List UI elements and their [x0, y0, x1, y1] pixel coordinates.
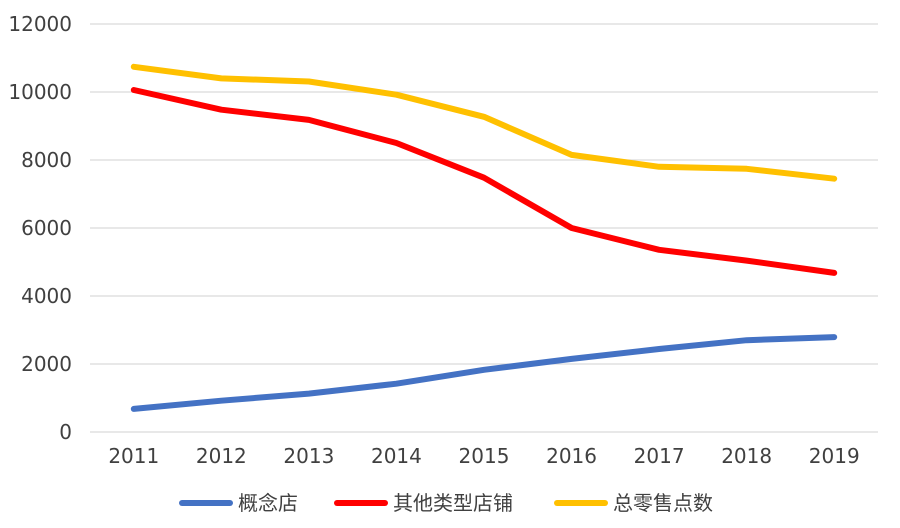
y-tick-label: 0 [59, 420, 72, 444]
x-axis-ticks: 2011 2012 2013 2014 2015 2016 2017 2018 2019 [108, 444, 859, 468]
x-tick-label: 2013 [283, 444, 334, 468]
series-line-0 [130, 334, 838, 412]
x-tick-label: 2016 [546, 444, 597, 468]
y-tick-label: 2000 [21, 352, 72, 376]
x-tick-label: 2017 [634, 444, 685, 468]
y-tick-label: 12000 [8, 12, 72, 36]
x-tick-label: 2019 [809, 444, 860, 468]
y-tick-label: 4000 [21, 284, 72, 308]
y-axis-ticks: 0 2000 4000 6000 8000 10000 12000 [8, 12, 72, 444]
grid-lines [90, 23, 878, 433]
series-line-1 [130, 87, 838, 276]
x-tick-label: 2012 [196, 444, 247, 468]
x-tick-label: 2015 [459, 444, 510, 468]
legend-item: 其他类型店铺 [334, 491, 513, 515]
y-tick-label: 10000 [8, 80, 72, 104]
legend-item: 概念店 [179, 491, 298, 515]
legend-label: 概念店 [238, 491, 298, 515]
x-tick-label: 2018 [721, 444, 772, 468]
legend-label: 其他类型店铺 [393, 491, 513, 515]
x-tick-label: 2014 [371, 444, 422, 468]
y-tick-label: 8000 [21, 148, 72, 172]
legend-item: 总零售点数 [554, 491, 713, 515]
x-tick-label: 2011 [108, 444, 159, 468]
y-tick-label: 6000 [21, 216, 72, 240]
legend: 概念店 其他类型店铺 总零售点数 [179, 491, 713, 515]
series-lines [130, 63, 838, 412]
series-line-2 [130, 63, 838, 182]
legend-label: 总零售点数 [613, 491, 713, 515]
